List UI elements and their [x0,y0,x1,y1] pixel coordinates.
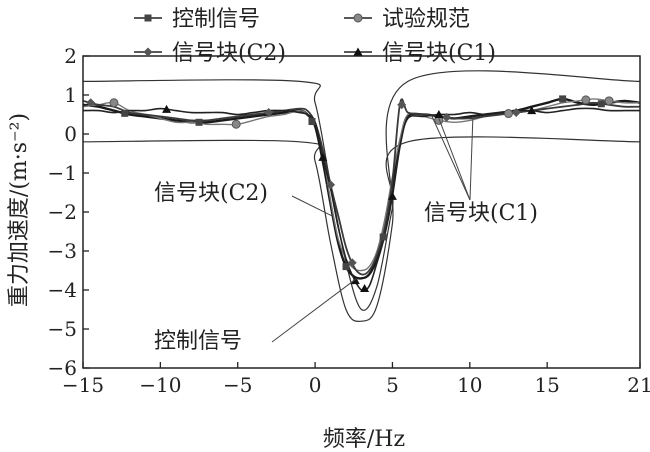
y-tick-label: −3 [48,239,77,263]
series-3-marker [347,258,357,268]
x-tick-label: 5 [386,373,399,397]
series-3-marker [442,112,452,122]
series-1-marker [597,100,605,108]
legend-marker-triangle [353,47,363,56]
series-1-marker [559,95,567,103]
y-tick-label: −4 [48,278,77,302]
series-4-marker [434,110,444,118]
x-tick-label: −15 [62,373,104,397]
y-tick-label: −2 [48,200,77,224]
series-3-marker [326,180,336,190]
series-2-marker [604,96,614,106]
series-4-marker [318,152,328,161]
series-1-marker [308,118,316,126]
series-2-marker [231,119,241,129]
x-tick-label: −5 [223,373,252,397]
legend-label: 信号块(C2) [172,41,286,66]
series-1-marker [379,233,387,241]
annotation-leader [469,116,474,201]
x-tick-label: 15 [534,373,559,397]
series-1-marker [342,263,350,271]
y-tick-label: 0 [64,122,77,146]
x-axis-title: 频率/Hz [323,427,405,452]
annotation-leader [438,118,471,201]
tolerance-layer [82,70,641,323]
legend-label: 信号块(C1) [382,41,496,66]
series-3-marker [86,98,96,108]
y-tick-label: 2 [64,44,77,68]
x-tick-label: 21 [627,373,650,397]
series-1-marker [121,109,129,117]
y-tick-label: −5 [48,317,77,341]
y-tick-label: −6 [48,356,77,380]
series-2-marker [581,95,591,105]
series-4-marker [527,106,537,115]
series-4-marker [162,104,172,113]
y-tick-label: 1 [64,83,77,107]
series-4-marker [387,191,397,200]
y-tick-label: −1 [48,161,77,185]
series-3-marker [397,100,407,110]
x-tick-label: −10 [139,373,181,397]
series-4-marker [350,276,360,285]
x-tick-label: 0 [309,373,322,397]
marker-layer [86,95,614,292]
legend-label: 试验规范 [382,7,470,32]
y-axis-title: 重力加速度/(m·s⁻²) [7,113,32,307]
legend-marker-diamond [143,47,153,57]
tolerance-line-2 [82,70,641,323]
legend-marker-square [144,14,152,22]
annotation-leader [291,195,333,217]
series-2-marker [503,109,513,119]
series-2-marker [109,98,119,108]
annotation-leader [430,114,471,201]
series-4-marker [360,283,370,292]
annotation-leader [271,277,358,343]
series-3-marker [264,108,274,118]
legend-marker-circle [353,13,363,23]
tolerance-line-1 [82,79,641,311]
annotation-label: 信号块(C1) [424,201,538,226]
legend-label: 控制信号 [172,7,260,32]
x-tick-label: 10 [457,373,482,397]
annotation-layer: 信号块(C2) 控制信号 信号块(C1) [154,114,538,354]
annotation-label: 控制信号 [154,329,242,354]
annotation-label: 信号块(C2) [154,181,268,206]
series-3-marker [511,108,521,118]
series-1-marker [195,118,203,126]
